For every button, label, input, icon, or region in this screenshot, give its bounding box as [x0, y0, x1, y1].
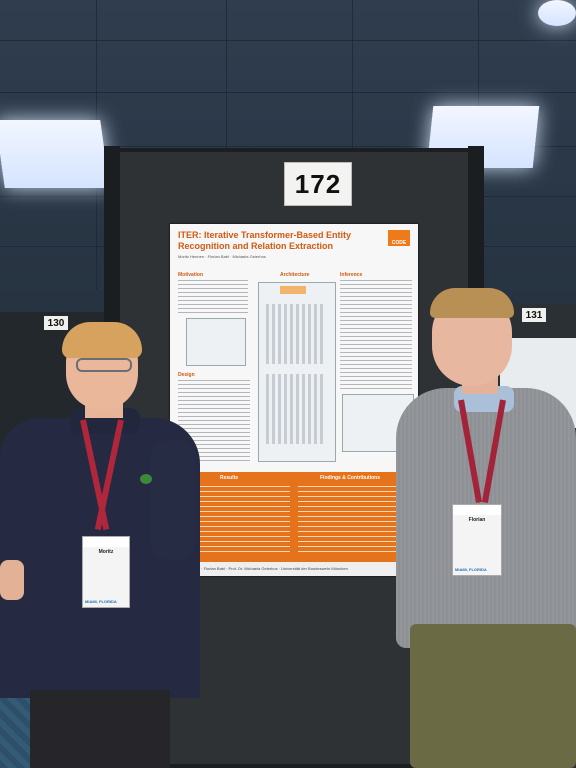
left-booth-number: 130 — [44, 316, 68, 330]
left-person-pants — [30, 690, 170, 768]
ceiling-grid-line — [0, 146, 576, 147]
ceiling-grid-line — [0, 92, 576, 93]
poster-section-head: Motivation — [178, 272, 203, 278]
poster-plot — [186, 318, 246, 366]
poster-section-head: Results — [220, 475, 239, 481]
right-person-pants — [410, 624, 576, 768]
poster-section-head: Design — [178, 372, 195, 378]
shirt-logo-icon — [140, 474, 152, 484]
diagram-layer — [266, 304, 326, 364]
poster-section-head: Architecture — [280, 272, 310, 278]
diagram-layer — [266, 374, 326, 444]
badge-footer: MIAMI, FLORIDA — [85, 599, 117, 604]
glasses — [76, 358, 132, 372]
poster-authors: Moritz Hennen · Florian Babl · Michaela … — [178, 254, 266, 259]
poster-footer-text: Moritz Hennen · Florian Babl · Prof. Dr.… — [174, 566, 348, 571]
left-person-hand — [0, 560, 24, 600]
diagram-node — [280, 286, 306, 294]
ceiling-grid-line — [352, 0, 353, 290]
ceiling-grid-line — [226, 0, 227, 290]
poster-title: ITER: Iterative Transformer-Based Entity… — [178, 230, 352, 251]
poster-footer: Moritz Hennen · Florian Babl · Prof. Dr.… — [170, 562, 418, 576]
research-poster: ITER: Iterative Transformer-Based Entity… — [170, 224, 418, 576]
poster-logo: CODE — [388, 230, 410, 246]
poster-text-block — [178, 280, 248, 314]
ceiling-grid-line — [0, 40, 576, 41]
name-badge-left: Moritz MIAMI, FLORIDA — [82, 536, 130, 608]
badge-footer: MIAMI, FLORIDA — [455, 567, 487, 572]
badge-name: Florian — [468, 517, 486, 523]
name-badge-right: Florian MIAMI, FLORIDA — [452, 504, 502, 576]
booth-number: 172 — [294, 168, 342, 199]
ceiling-spotlight — [538, 0, 576, 26]
left-person-arm — [150, 440, 196, 560]
poster-text-block — [340, 280, 412, 390]
poster-section-head: Findings & Contributions — [320, 475, 380, 481]
poster-section-head: Inference — [340, 272, 363, 278]
findings-list — [298, 486, 410, 556]
badge-name: Moritz — [98, 549, 114, 555]
ceiling-light-left — [0, 120, 110, 188]
right-person-hair — [430, 288, 514, 318]
right-booth-number: 131 — [522, 308, 546, 322]
booth-number-card: 172 — [284, 162, 352, 206]
left-person-hair — [62, 322, 142, 358]
